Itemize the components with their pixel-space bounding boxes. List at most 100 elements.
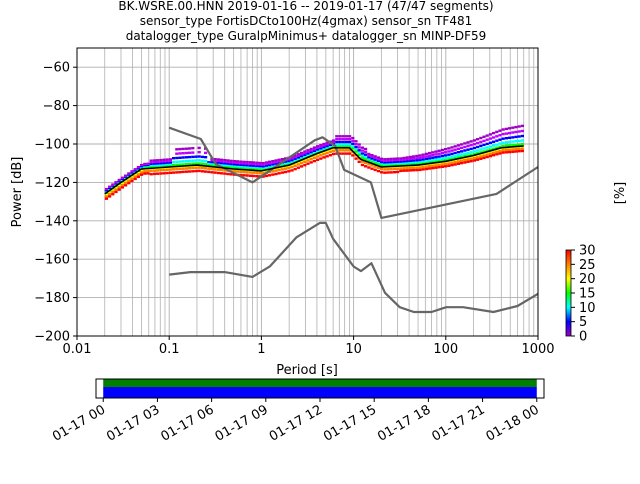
density-cell: [479, 153, 483, 157]
density-cell: [258, 161, 262, 165]
density-cell: [312, 148, 316, 151]
density-cell: [383, 163, 387, 166]
density-cell: [520, 124, 524, 128]
density-cell: [485, 155, 489, 159]
density-cell: [357, 160, 361, 163]
density-cell: [245, 167, 249, 171]
density-cell: [248, 170, 252, 173]
coverage-tick-label: 01-17 03: [104, 402, 162, 444]
density-cell: [370, 157, 374, 161]
density-cell: [520, 129, 524, 133]
density-cell: [421, 160, 425, 163]
density-cell: [191, 159, 195, 162]
density-cell: [514, 140, 518, 143]
density-cell: [162, 168, 166, 172]
density-cell: [242, 164, 246, 167]
density-cell: [335, 140, 339, 144]
density-cell: [466, 160, 470, 163]
density-cell: [511, 143, 515, 147]
density-cell: [239, 170, 243, 173]
density-cell: [117, 186, 121, 189]
density-cell: [236, 165, 240, 169]
density-cell: [130, 171, 134, 174]
density-cell: [456, 154, 460, 157]
density-cell: [165, 160, 169, 163]
density-cell: [191, 170, 195, 173]
density-cell: [479, 157, 483, 160]
density-cell: [511, 131, 515, 134]
density-cell: [460, 143, 464, 146]
density-cell: [348, 145, 352, 148]
density-cell: [188, 167, 192, 170]
density-cell: [508, 150, 512, 154]
density-cell: [159, 160, 163, 164]
density-cell: [408, 155, 412, 159]
density-cell: [312, 159, 316, 163]
density-cell: [271, 173, 275, 176]
density-cell: [460, 155, 464, 159]
density-cell: [469, 151, 473, 154]
density-cell: [485, 153, 489, 156]
density-cell: [431, 163, 435, 166]
density-cell: [300, 157, 304, 160]
density-cell: [168, 160, 172, 163]
density-cell: [172, 157, 176, 160]
density-cell: [300, 153, 304, 157]
density-cell: [306, 162, 310, 165]
density-cell: [386, 168, 390, 171]
density-cell: [261, 162, 265, 165]
density-cell: [191, 165, 195, 168]
density-cell: [309, 151, 313, 154]
density-cell: [191, 162, 195, 165]
density-cell: [498, 129, 502, 132]
density-cell: [380, 164, 384, 167]
density-cell: [284, 167, 288, 170]
density-cell: [165, 168, 169, 171]
density-cell: [210, 163, 214, 166]
density-cell: [463, 159, 467, 162]
density-cell: [184, 151, 188, 155]
density-cell: [354, 145, 358, 149]
density-cell: [344, 145, 348, 148]
density-cell: [412, 159, 416, 163]
density-cell: [437, 152, 441, 155]
density-cell: [463, 149, 467, 152]
density-cell: [495, 150, 499, 154]
density-cell: [271, 165, 275, 168]
density-cell: [351, 145, 355, 148]
density-cell: [120, 183, 124, 187]
density-cell: [444, 151, 448, 154]
density-cell: [472, 157, 476, 160]
density-cell: [482, 156, 486, 160]
density-cell: [220, 168, 224, 172]
density-cell: [488, 141, 492, 144]
density-cell: [360, 152, 364, 155]
density-cell: [197, 155, 201, 158]
density-cell: [328, 154, 332, 157]
density-cell: [268, 166, 272, 169]
density-cell: [511, 150, 515, 153]
density-cell: [431, 153, 435, 157]
density-cell: [437, 155, 441, 158]
density-cell: [444, 156, 448, 160]
density-cell: [488, 145, 492, 148]
coverage-tick-label: 01-17 15: [321, 402, 379, 444]
density-cell: [498, 152, 502, 155]
density-cell: [252, 174, 256, 178]
density-cell: [312, 146, 316, 149]
coverage-tick-label: 01-17 06: [158, 402, 216, 444]
density-cell: [383, 171, 387, 174]
density-cell: [178, 166, 182, 169]
density-cell: [520, 134, 524, 138]
x-tick-label: 10: [345, 342, 362, 357]
density-cell: [239, 169, 243, 172]
density-cell: [325, 143, 329, 146]
density-cell: [354, 150, 358, 153]
density-cell: [335, 138, 339, 141]
density-cell: [431, 159, 435, 162]
density-cell: [364, 165, 368, 168]
density-cell: [152, 172, 156, 176]
density-cell: [399, 157, 403, 160]
density-cell: [143, 170, 147, 173]
